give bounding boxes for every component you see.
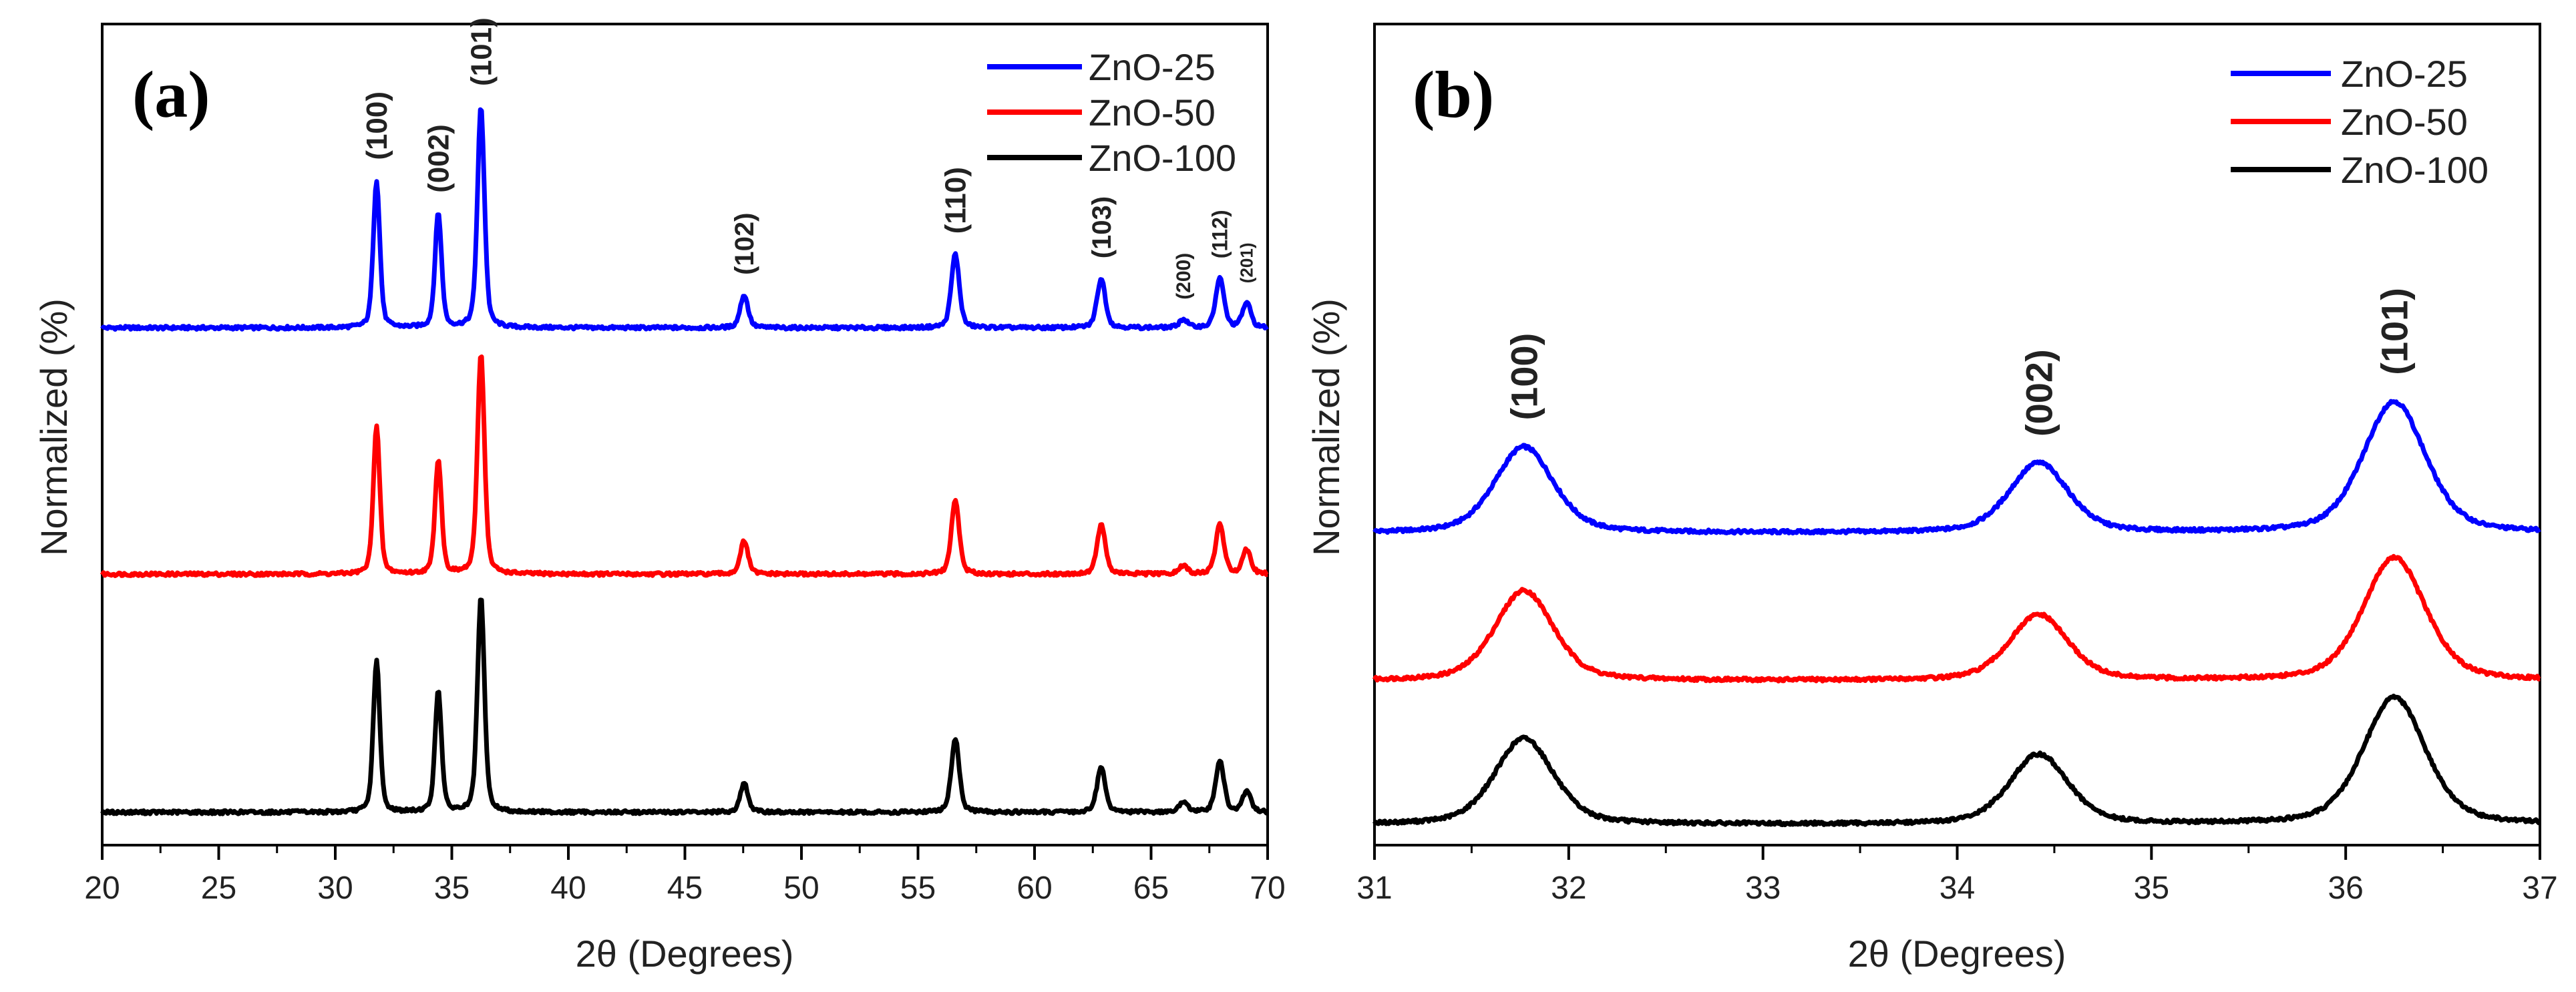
x-tick-label: 55 — [900, 871, 936, 906]
peak-label: (201) — [1237, 242, 1257, 283]
legend-label-zno-100: ZnO-100 — [2341, 149, 2489, 191]
x-tick-label: 25 — [201, 871, 236, 906]
x-ticks-b: 31 32 33 34 35 36 37 — [1356, 845, 2558, 906]
peak-label: (200) — [1173, 253, 1195, 300]
series-line-zno-50 — [1372, 553, 2541, 684]
series-line-zno-25 — [100, 107, 1269, 332]
peak-label: (112) — [1208, 210, 1232, 258]
peak-label: (002) — [2018, 349, 2060, 437]
legend-label-zno-25: ZnO-25 — [2341, 53, 2468, 95]
plot-frame-b — [1373, 23, 2541, 846]
x-tick-label: 60 — [1017, 871, 1052, 906]
x-tick-label: 36 — [2328, 871, 2363, 906]
x-tick-label: 31 — [1356, 871, 1392, 906]
x-tick-label: 37 — [2522, 871, 2557, 906]
peak-label: (100) — [1503, 333, 1545, 421]
peak-label: (002) — [423, 124, 455, 193]
panel-a: 20 25 30 35 40 45 50 55 60 65 70 (100) (002)(101)(1… — [33, 17, 1286, 975]
x-tick-label: 30 — [317, 871, 353, 906]
x-axis-title-b: 2θ (Degrees) — [1848, 933, 2066, 975]
x-axis-title-a: 2θ (Degrees) — [576, 933, 794, 975]
x-tick-label: 35 — [434, 871, 470, 906]
series-b — [1372, 399, 2541, 828]
series-line-zno-100 — [1372, 694, 2541, 828]
y-axis-title-a: Normalized (%) — [33, 298, 75, 556]
legend-label-zno-100: ZnO-100 — [1089, 137, 1236, 179]
peak-label: (102) — [730, 213, 759, 275]
panel-label-b: (b) — [1413, 57, 1494, 132]
legend-b: ZnO-25 ZnO-50 ZnO-100 — [2231, 53, 2489, 191]
peak-label: (100) — [361, 91, 393, 160]
panel-label-a: (a) — [132, 57, 210, 132]
series-line-zno-25 — [1372, 399, 2541, 536]
legend-a: ZnO-25 ZnO-50 ZnO-100 — [987, 46, 1236, 179]
peak-label: (103) — [1087, 196, 1117, 258]
x-tick-label: 45 — [667, 871, 703, 906]
series-line-zno-100 — [100, 597, 1269, 816]
legend-label-zno-50: ZnO-50 — [1089, 91, 1216, 134]
peak-label: (101) — [2374, 288, 2416, 375]
x-tick-label: 20 — [84, 871, 120, 906]
y-axis-title-b: Normalized (%) — [1305, 298, 1347, 556]
panel-b: 31 32 33 34 35 36 37 (100) (002) (101) (b) ZnO-2… — [1305, 23, 2558, 975]
x-tick-label: 70 — [1250, 871, 1285, 906]
x-tick-label: 65 — [1133, 871, 1169, 906]
peak-labels-b: (100) (002) (101) — [1503, 288, 2416, 437]
peak-label: (110) — [940, 167, 972, 234]
x-tick-label: 34 — [1940, 871, 1975, 906]
peak-label: (101) — [466, 17, 498, 86]
series-a — [100, 107, 1269, 816]
series-line-zno-50 — [100, 354, 1269, 578]
x-tick-label: 40 — [550, 871, 586, 906]
legend-label-zno-50: ZnO-50 — [2341, 101, 2468, 143]
legend-label-zno-25: ZnO-25 — [1089, 46, 1216, 88]
x-tick-label: 33 — [1745, 871, 1781, 906]
x-tick-label: 32 — [1551, 871, 1586, 906]
peak-labels-a: (100) (002) (101) (102) (110) (103) (200) (112)… — [361, 17, 1257, 300]
x-ticks-a: 20 25 30 35 40 45 50 55 60 65 70 — [84, 845, 1286, 906]
x-tick-label: 35 — [2134, 871, 2169, 906]
x-tick-label: 50 — [783, 871, 819, 906]
